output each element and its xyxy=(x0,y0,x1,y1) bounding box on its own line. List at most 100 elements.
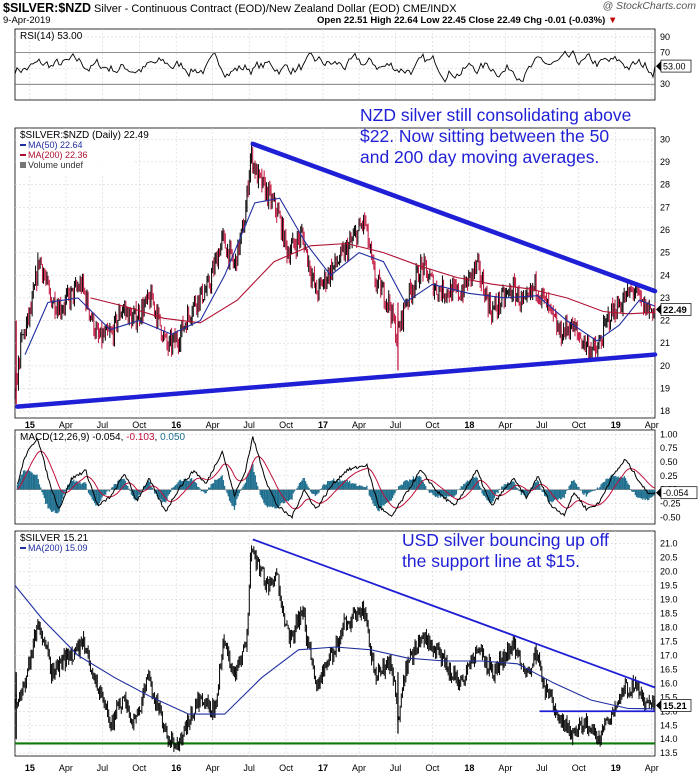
x-tick-label: Oct xyxy=(572,420,587,430)
usd-legend-title: $SILVER 15.21 xyxy=(20,533,89,544)
usd-y-tick-label: 13.5 xyxy=(660,748,678,758)
x-tick-label: Apr xyxy=(59,763,73,773)
usd-y-tick-label: 14.5 xyxy=(660,720,678,730)
rsi-last-label: 53.00 xyxy=(663,62,686,72)
x-tick-label: Apr xyxy=(206,420,220,430)
usd-y-tick-label: 19.0 xyxy=(660,594,678,604)
nzd-y-tick-label: 21 xyxy=(660,338,670,348)
chart-header: $SILVER:$NZD Silver - Continuous Contrac… xyxy=(3,1,457,15)
usd-y-tick-label: 20.5 xyxy=(660,553,678,563)
nzd-y-tick-label: 25 xyxy=(660,248,670,258)
change-down-icon: ▼ xyxy=(607,15,618,26)
usd-ma200-line xyxy=(14,585,656,715)
usd-ma200-legend: MA(200) 15.09 xyxy=(28,543,88,553)
symbol-description: Silver - Continuous Contract (EOD)/New Z… xyxy=(94,3,457,15)
macd-panel-frame xyxy=(14,429,656,525)
usd-y-tick-label: 16.5 xyxy=(660,664,678,674)
nzd-last-label: 22.49 xyxy=(663,305,687,316)
nzd-y-tick-label: 18 xyxy=(660,406,670,416)
x-tick-label: 19 xyxy=(611,420,621,430)
x-tick-label: Apr xyxy=(498,763,512,773)
macd-y-tick-label: 0.75 xyxy=(660,443,678,453)
brand-label: @ StockCharts.com xyxy=(602,0,696,12)
nzd-y-tick-label: 26 xyxy=(660,225,670,235)
usd-y-tick-label: 17.0 xyxy=(660,650,678,660)
rsi-y-tick-label: 30 xyxy=(660,79,670,89)
nzd-ma200-legend: MA(200) 22.36 xyxy=(28,150,88,160)
usd-y-tick-label: 20.0 xyxy=(660,567,678,577)
nzd-y-tick-label: 20 xyxy=(660,361,670,371)
x-tick-label: 17 xyxy=(318,420,328,430)
volume-icon xyxy=(20,162,26,168)
x-tick-label: Oct xyxy=(425,420,440,430)
nzd-ma200-line xyxy=(90,242,656,324)
nzd-resistance-trendline xyxy=(250,141,658,294)
x-tick-label: Oct xyxy=(132,420,147,430)
x-tick-label: Oct xyxy=(279,763,294,773)
macd-y-tick-label: 0.25 xyxy=(660,471,678,481)
rsi-y-tick-label: 90 xyxy=(660,32,670,42)
nzd-y-tick-label: 27 xyxy=(660,202,670,212)
usd-y-tick-label: 14.0 xyxy=(660,734,678,744)
usd-last-marker xyxy=(656,700,661,711)
x-tick-label: 16 xyxy=(171,763,181,773)
nzd-legend-backdrop xyxy=(16,129,134,175)
macd-legend: MACD(12,26,9) -0.054, -0.103, 0.050 xyxy=(20,432,186,443)
usd-y-tick-label: 18.0 xyxy=(660,622,678,632)
x-tick-label: Jul xyxy=(97,763,109,773)
x-tick-label: Apr xyxy=(352,420,366,430)
chart-subheader: 9-Apr-2019 Open 22.51 High 22.64 Low 22.… xyxy=(3,15,697,27)
macd-last-label: -0.054 xyxy=(663,488,689,498)
date-label: 9-Apr-2019 xyxy=(3,15,51,26)
macd-line xyxy=(16,436,656,520)
rsi-last-marker xyxy=(656,61,661,72)
rsi-series-line xyxy=(14,49,656,83)
x-tick-label: 18 xyxy=(464,420,474,430)
usd-annotation: USD silver bouncing up off the support li… xyxy=(402,530,609,571)
nzd-y-tick-label: 19 xyxy=(660,384,670,394)
x-tick-label: Oct xyxy=(132,763,147,773)
x-tick-label: Apr xyxy=(645,763,659,773)
x-tick-label: 15 xyxy=(25,763,35,773)
usd-resistance-trendline xyxy=(252,538,656,689)
x-tick-label: Oct xyxy=(572,763,587,773)
nzd-y-tick-label: 23 xyxy=(660,293,670,303)
x-tick-label: Apr xyxy=(498,420,512,430)
macd-last-box xyxy=(660,486,698,500)
nzd-y-tick-label: 29 xyxy=(660,157,670,167)
nzd-y-tick-label: 28 xyxy=(660,180,670,190)
symbol-label: $SILVER:$NZD xyxy=(3,1,91,15)
nzd-ma50-legend: MA(50) 22.64 xyxy=(28,140,83,150)
macd-y-tick-label: -0.50 xyxy=(660,512,681,522)
nzd-legend-title: $SILVER:$NZD (Daily) 22.49 xyxy=(20,130,149,141)
x-tick-label: Jul xyxy=(390,420,402,430)
ohlc-values: Open 22.51 High 22.64 Low 22.45 Close 22… xyxy=(317,15,606,26)
x-tick-label: Apr xyxy=(645,420,659,430)
usd-last-label: 15.21 xyxy=(663,701,687,712)
usd-y-tick-label: 18.5 xyxy=(660,608,678,618)
x-tick-label: 17 xyxy=(318,763,328,773)
usd-panel-frame xyxy=(14,530,656,757)
x-tick-label: 16 xyxy=(171,420,181,430)
nzd-last-marker xyxy=(656,304,661,315)
usd-y-tick-label: 15.5 xyxy=(660,692,678,702)
rsi-panel-frame xyxy=(14,28,656,101)
x-tick-label: 18 xyxy=(464,763,474,773)
x-tick-label: 19 xyxy=(611,763,621,773)
x-tick-label: Apr xyxy=(206,763,220,773)
nzd-annotation: NZD silver still consolidating above $22.… xyxy=(360,105,631,167)
nzd-volume-legend: Volume undef xyxy=(28,160,84,170)
rsi-y-tick-label: 70 xyxy=(660,48,670,58)
nzd-y-tick-label: 22 xyxy=(660,316,670,326)
x-tick-label: Jul xyxy=(536,420,548,430)
rsi-legend: RSI(14) 53.00 xyxy=(20,31,83,42)
usd-y-tick-label: 16.0 xyxy=(660,678,678,688)
x-tick-label: Oct xyxy=(279,420,294,430)
macd-signal-line xyxy=(17,450,656,510)
macd-y-tick-label: -0.25 xyxy=(660,499,681,509)
x-tick-label: Jul xyxy=(536,763,548,773)
x-tick-label: Jul xyxy=(243,420,255,430)
nzd-support-trendline xyxy=(15,352,658,409)
